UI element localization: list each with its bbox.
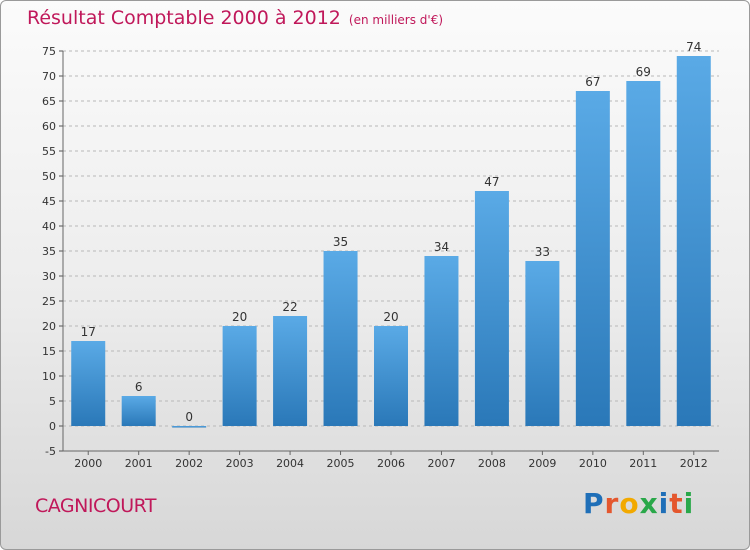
y-tick-label: 0 — [49, 420, 56, 433]
bar-2000 — [71, 341, 106, 426]
y-tick-label: 55 — [42, 145, 56, 158]
bar-2009 — [525, 261, 560, 426]
y-tick-label: 30 — [42, 270, 56, 283]
y-tick-label: 5 — [49, 395, 56, 408]
y-tick-label: 40 — [42, 220, 56, 233]
bar-2003 — [222, 326, 257, 426]
chart-title-block: Résultat Comptable 2000 à 2012 (en millie… — [27, 7, 443, 29]
logo-letter: x — [639, 487, 659, 520]
chart-subtitle: (en milliers d'€) — [348, 13, 444, 27]
logo-letter: i — [683, 487, 695, 520]
bar-2008 — [474, 191, 509, 426]
bar-2005 — [323, 251, 358, 426]
logo-letter: t — [669, 487, 684, 520]
y-tick-label: 75 — [42, 45, 56, 58]
y-tick-label: 50 — [42, 170, 56, 183]
x-tick-label-2008: 2008 — [478, 457, 506, 470]
y-tick-label: -5 — [45, 445, 56, 458]
x-tick-label-2004: 2004 — [276, 457, 304, 470]
x-tick-label-2002: 2002 — [175, 457, 203, 470]
bar-2010 — [575, 91, 610, 426]
y-tick-label: 10 — [42, 370, 56, 383]
y-tick-label: 60 — [42, 120, 56, 133]
x-tick-label-2010: 2010 — [579, 457, 607, 470]
x-tick-label-2009: 2009 — [528, 457, 556, 470]
x-tick-label-2006: 2006 — [377, 457, 405, 470]
value-label-2002: 0 — [185, 410, 193, 424]
logo-letter: i — [658, 487, 670, 520]
logo-letter: o — [619, 487, 640, 520]
proxiti-logo: Proxiti — [583, 487, 694, 520]
x-tick-label-2003: 2003 — [226, 457, 254, 470]
value-label-2007: 34 — [434, 240, 449, 254]
x-tick-label-2005: 2005 — [327, 457, 355, 470]
logo-letter: P — [583, 487, 605, 520]
value-label-2003: 20 — [232, 310, 247, 324]
value-label-2006: 20 — [383, 310, 398, 324]
bar-2011 — [626, 81, 661, 426]
logo-letter: r — [604, 487, 620, 520]
bar-2004 — [273, 316, 308, 426]
value-label-2004: 22 — [282, 300, 297, 314]
value-label-2001: 6 — [135, 380, 143, 394]
bar-2006 — [374, 326, 408, 426]
y-tick-label: 20 — [42, 320, 56, 333]
y-tick-label: 70 — [42, 70, 56, 83]
value-label-2000: 17 — [81, 325, 96, 339]
y-tick-label: 65 — [42, 95, 56, 108]
x-tick-label-2011: 2011 — [629, 457, 657, 470]
y-tick-label: 35 — [42, 245, 56, 258]
bar-2001 — [121, 396, 156, 426]
x-tick-label-2007: 2007 — [427, 457, 455, 470]
y-tick-label: 45 — [42, 195, 56, 208]
y-tick-label: 15 — [42, 345, 56, 358]
bar-2007 — [424, 256, 459, 426]
x-tick-label-2012: 2012 — [680, 457, 708, 470]
bar-2012 — [676, 56, 711, 426]
chart-title: Résultat Comptable 2000 à 2012 — [27, 7, 341, 29]
value-label-2012: 74 — [686, 40, 701, 54]
value-label-2005: 35 — [333, 235, 348, 249]
x-tick-label-2001: 2001 — [125, 457, 153, 470]
town-name: CAGNICOURT — [35, 495, 157, 517]
value-label-2009: 33 — [535, 245, 550, 259]
value-label-2010: 67 — [585, 75, 600, 89]
y-tick-label: 25 — [42, 295, 56, 308]
bar-2002 — [172, 426, 207, 428]
value-label-2011: 69 — [636, 65, 651, 79]
x-tick-label-2000: 2000 — [74, 457, 102, 470]
value-label-2008: 47 — [484, 175, 499, 189]
